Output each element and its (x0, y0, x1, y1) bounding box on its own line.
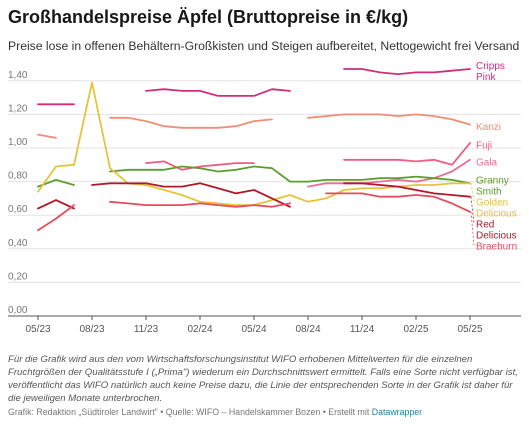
datawrapper-link[interactable]: Datawrapper (371, 407, 423, 417)
series-label-gala: Gala (476, 157, 498, 168)
y-axis-ticks: 0,00 0,20 0,40 0,60 0,80 1,00 1,20 1,40 (8, 70, 28, 316)
series-line (109, 165, 471, 185)
x-tick-label: 05/23 (25, 324, 50, 335)
series-kanzi (37, 113, 471, 139)
series-line (307, 158, 471, 188)
series-line (91, 182, 291, 208)
series-line (37, 204, 75, 232)
y-tick-label: 0,80 (8, 171, 28, 182)
series-line (37, 199, 75, 210)
y-tick-label: 0,00 (8, 305, 28, 316)
credits-text: Grafik: Redaktion „Südtiroler Landwirt" … (8, 407, 372, 417)
label-leader (470, 196, 475, 224)
grid-lines (8, 80, 521, 317)
series-label-text: Red (476, 219, 494, 230)
x-tick-label: 02/24 (187, 324, 212, 335)
series-braeburn (37, 192, 471, 232)
series-label-text: Cripps (476, 61, 505, 72)
series-red-delicious (37, 182, 471, 210)
series-label-text: Pink (476, 72, 496, 83)
y-tick-label: 0,20 (8, 271, 28, 282)
series-line (343, 182, 471, 198)
y-tick-label: 0,60 (8, 204, 28, 215)
chart-title: Großhandelspreise Äpfel (Bruttopreise in… (8, 7, 409, 27)
series-label-text: Delicious (476, 230, 517, 241)
y-tick-label: 1,00 (8, 137, 28, 148)
chart-subtitle: Preise lose in offenen Behältern-Großkis… (8, 39, 520, 53)
x-tick-label: 05/24 (241, 324, 266, 335)
x-tick-label: 11/23 (134, 324, 159, 335)
series-label-kanzi: Kanzi (476, 122, 501, 133)
series-line (109, 200, 291, 208)
apple-price-chart: 0,00 0,20 0,40 0,60 0,80 1,00 1,20 1,40 05/23 08… (8, 61, 521, 335)
series-line (145, 88, 291, 97)
x-tick-label: 05/25 (457, 324, 482, 335)
label-leader (470, 183, 475, 202)
series-golden-delicious (37, 81, 471, 206)
series-line (37, 133, 57, 139)
series-line (145, 160, 255, 171)
y-tick-label: 1,40 (8, 70, 28, 81)
series-gala (307, 158, 471, 188)
series-label-fuji: Fuji (476, 140, 492, 151)
series-label-text: Delicious (476, 208, 517, 219)
chart-footnote: Für die Grafik wird aus den vom Wirtscha… (8, 354, 518, 404)
label-leader (470, 211, 475, 246)
series-fuji (145, 142, 471, 171)
x-tick-label: 11/24 (350, 324, 375, 335)
series-line (307, 113, 471, 126)
x-axis-ticks: 05/23 08/23 11/23 02/24 05/24 08/24 11/24 02/25… (25, 316, 483, 335)
series-cripps-pink (37, 68, 471, 106)
series-label-braeburn: Braeburn (470, 211, 517, 252)
series-line (343, 142, 471, 166)
x-tick-label: 08/23 (79, 324, 104, 335)
y-tick-label: 1,20 (8, 103, 28, 114)
series-label-text: Granny (476, 175, 509, 186)
series-label-text: Braeburn (476, 241, 517, 252)
series-label-text: Fuji (476, 140, 492, 151)
x-tick-label: 08/24 (295, 324, 320, 335)
series-label-text: Gala (476, 157, 498, 168)
series-label-text: Golden (476, 197, 508, 208)
y-tick-label: 0,40 (8, 238, 28, 249)
series-line (109, 116, 273, 129)
series-label-text: Smith (476, 186, 502, 197)
chart-credits: Grafik: Redaktion „Südtiroler Landwirt" … (8, 407, 523, 417)
series-lines (37, 68, 471, 232)
series-line (37, 81, 471, 206)
x-tick-label: 02/25 (403, 324, 428, 335)
series-label-text: Kanzi (476, 122, 501, 133)
series-line (343, 68, 471, 75)
series-line (325, 192, 471, 213)
